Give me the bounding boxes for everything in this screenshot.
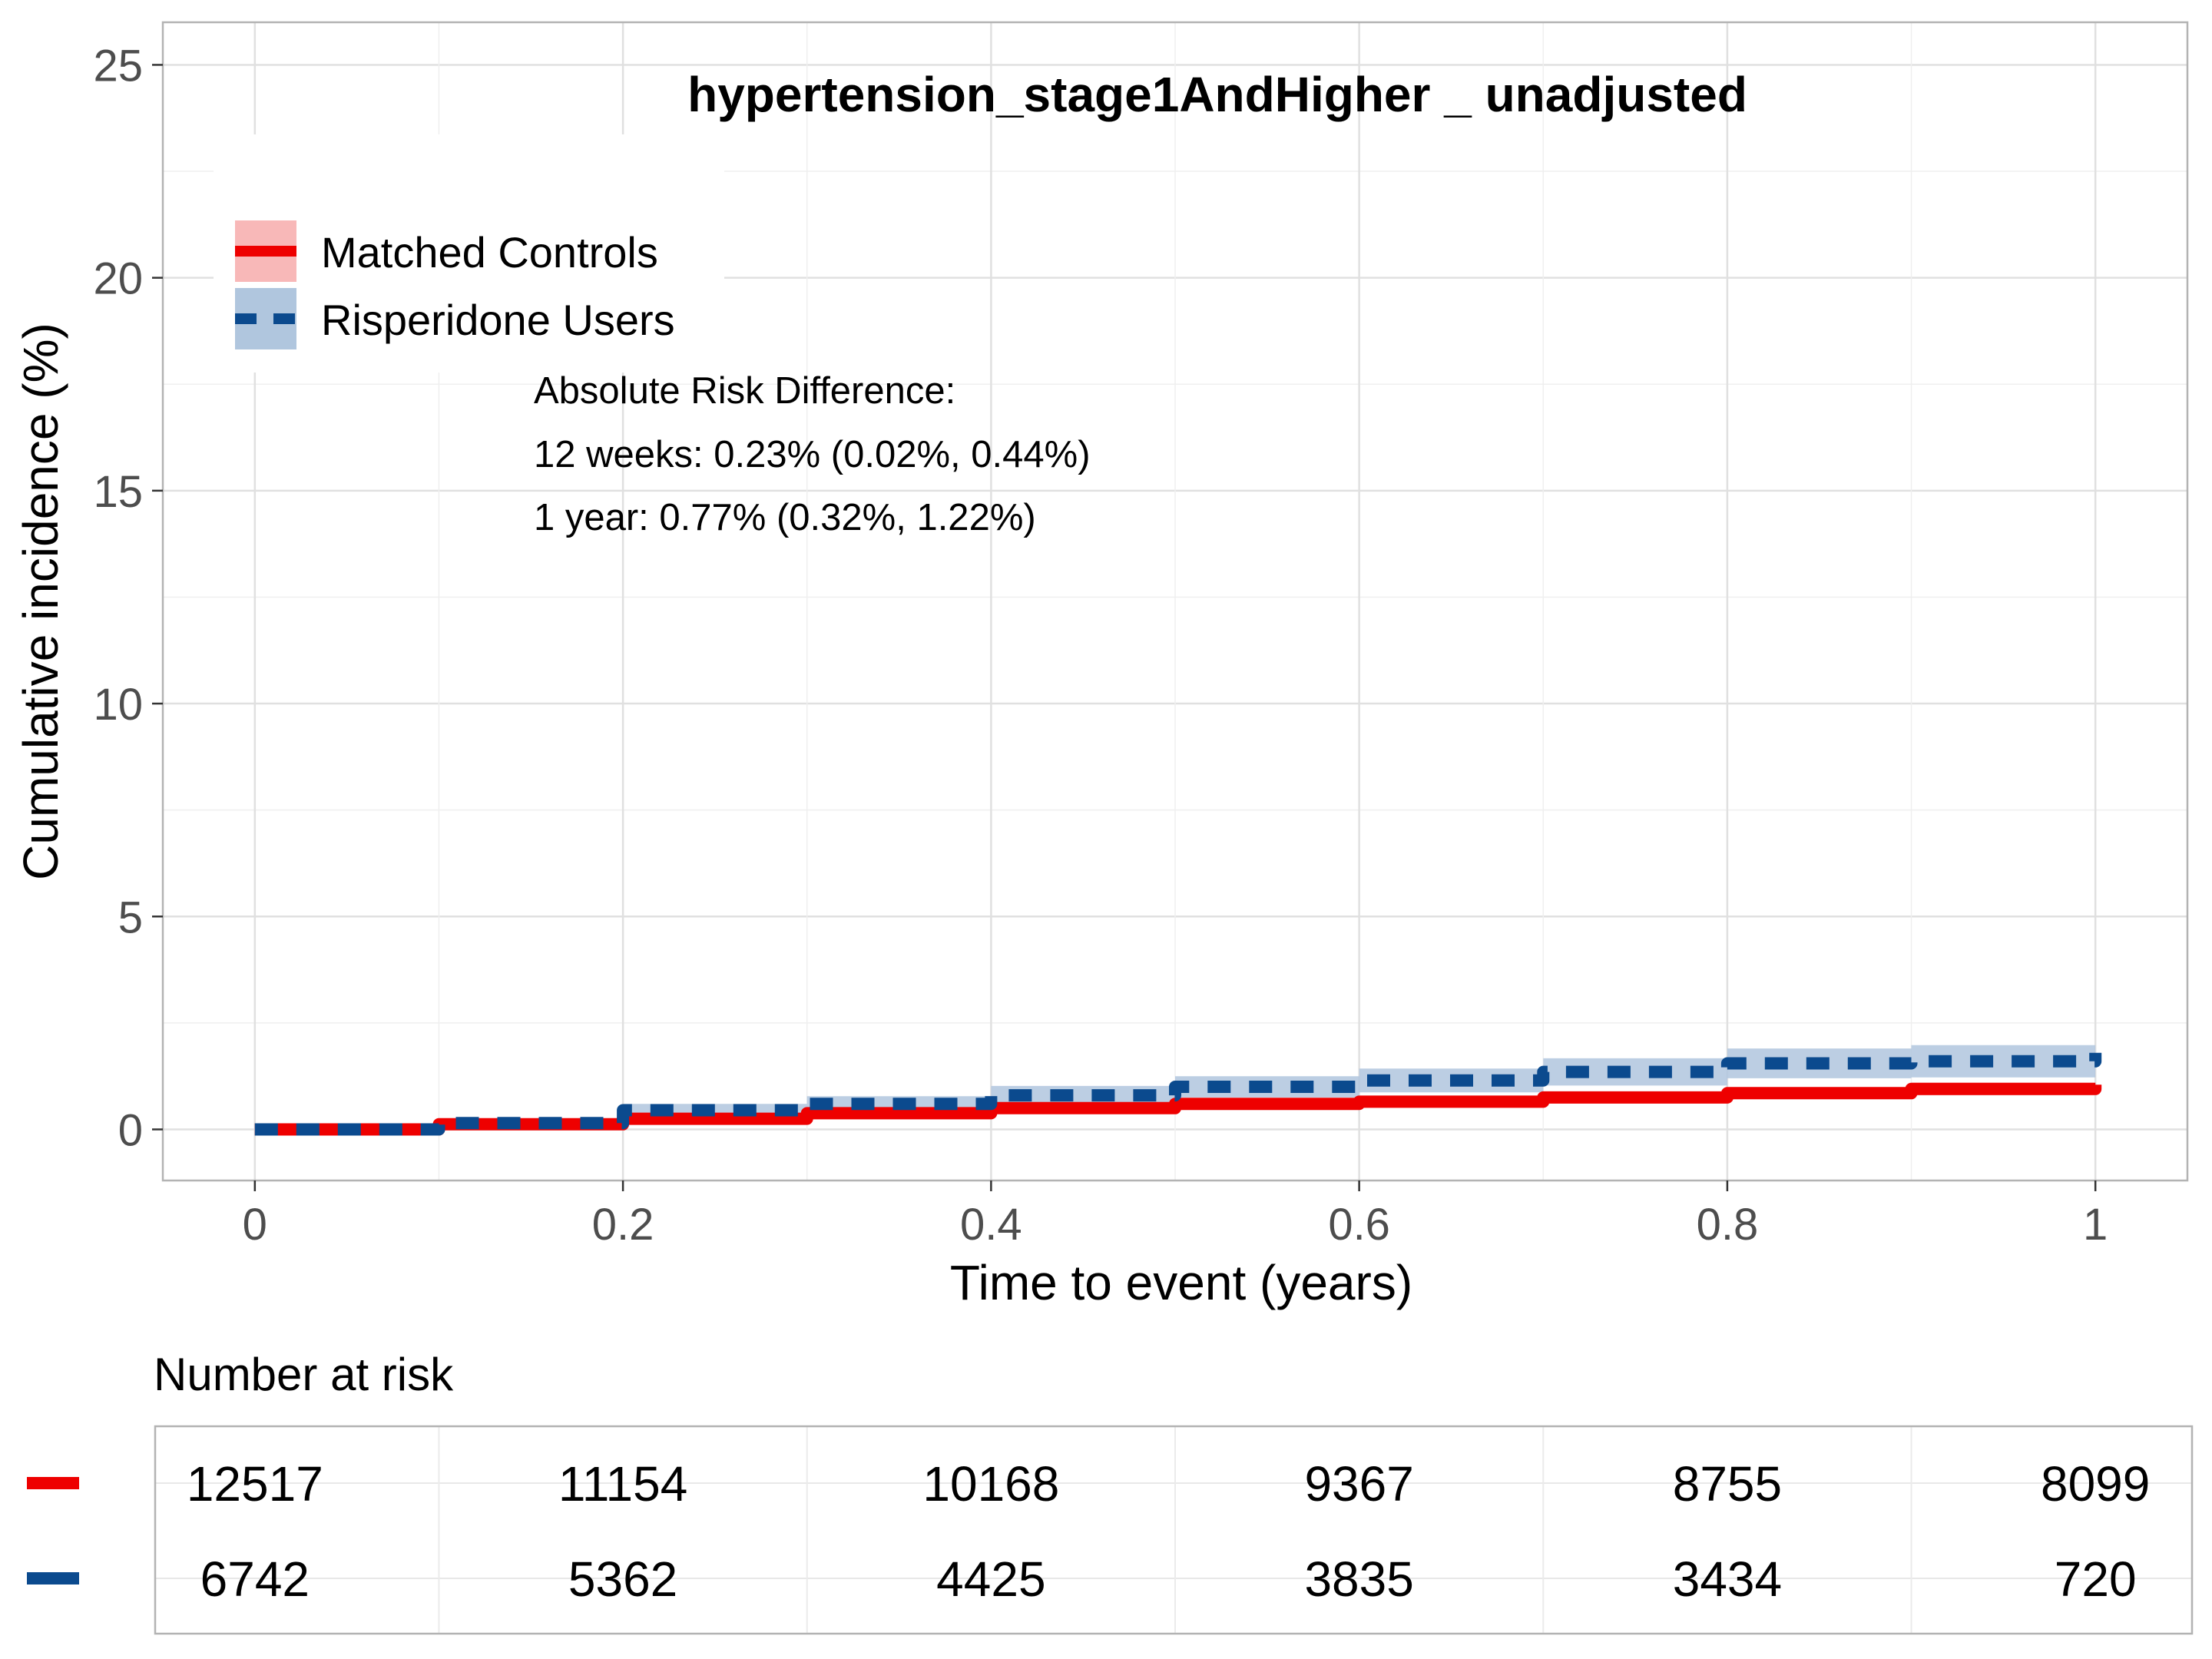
risk-table-cell: 8755 bbox=[1673, 1456, 1782, 1512]
plot-panel-border bbox=[161, 21, 2189, 1182]
risk-table-cell: 3434 bbox=[1673, 1551, 1782, 1607]
x-tick-label: 0.6 bbox=[1328, 1200, 1390, 1250]
chart-title: hypertension_stage1AndHigher _ unadjuste… bbox=[687, 67, 1747, 122]
annotation-12-weeks: 12 weeks: 0.23% (0.02%, 0.44%) bbox=[534, 434, 1091, 475]
risk-table-cell: 12517 bbox=[187, 1456, 323, 1512]
legend-item-risperidone-users: Risperidone Users bbox=[235, 288, 675, 349]
annotation-heading: Absolute Risk Difference: bbox=[534, 370, 955, 412]
risk-table-title: Number at risk bbox=[154, 1349, 454, 1400]
series-lines bbox=[254, 1052, 2102, 1136]
risk-table-cell: 10168 bbox=[922, 1456, 1059, 1512]
legend-item-matched-controls: Matched Controls bbox=[235, 220, 658, 282]
annotation-1-year: 1 year: 0.77% (0.32%, 1.22%) bbox=[534, 497, 1036, 538]
x-tick-label: 0.8 bbox=[1697, 1200, 1759, 1250]
y-tick-label: 10 bbox=[93, 680, 143, 730]
x-tick-label: 0.2 bbox=[592, 1200, 654, 1250]
y-axis-title: Cumulative incidence (%) bbox=[13, 323, 68, 880]
risk-table-cell: 8099 bbox=[2041, 1456, 2150, 1512]
y-axis: 0 5 10 15 20 25 bbox=[93, 41, 163, 1155]
legend: Matched Controls Risperidone Users bbox=[214, 134, 724, 373]
risk-table-border bbox=[154, 1425, 2194, 1635]
risk-table: 12517 11154 10168 9367 8755 8099 6742 5362 4425 3… bbox=[27, 1456, 2150, 1607]
y-tick-label: 25 bbox=[93, 41, 143, 91]
risk-table-grid bbox=[155, 1426, 2192, 1634]
legend-label-risperidone-users: Risperidone Users bbox=[321, 296, 675, 344]
legend-label-matched-controls: Matched Controls bbox=[321, 228, 658, 276]
x-axis: 0 0.2 0.4 0.6 0.8 1 bbox=[243, 1181, 2108, 1250]
risk-table-cell: 3835 bbox=[1304, 1551, 1413, 1607]
risk-difference-annotation: Absolute Risk Difference: 12 weeks: 0.23… bbox=[534, 370, 1091, 538]
risk-table-cell: 11154 bbox=[558, 1456, 687, 1512]
risk-table-cell: 5362 bbox=[568, 1551, 677, 1607]
y-tick-label: 20 bbox=[93, 254, 143, 304]
x-axis-title: Time to event (years) bbox=[950, 1255, 1412, 1310]
risk-table-cell: 720 bbox=[2055, 1551, 2137, 1607]
x-tick-label: 1 bbox=[2083, 1200, 2108, 1250]
y-tick-label: 0 bbox=[118, 1105, 143, 1155]
risk-table-cell: 9367 bbox=[1304, 1456, 1413, 1512]
x-tick-label: 0 bbox=[243, 1200, 267, 1250]
x-tick-label: 0.4 bbox=[960, 1200, 1022, 1250]
risk-table-cell: 6742 bbox=[200, 1551, 310, 1607]
y-tick-label: 15 bbox=[93, 467, 143, 517]
risk-table-cell: 4425 bbox=[936, 1551, 1045, 1607]
y-tick-label: 5 bbox=[118, 892, 143, 942]
series-line-risperidone-users bbox=[254, 1052, 2102, 1136]
